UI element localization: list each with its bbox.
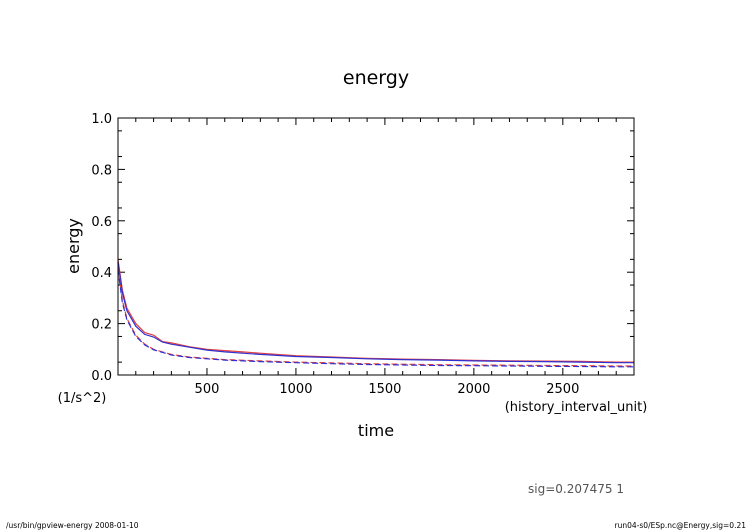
x-axis-unit: (history_interval_unit): [505, 400, 648, 415]
y-tick-label: 0.6: [91, 215, 112, 230]
x-tick-label: 2500: [546, 382, 579, 397]
plot-frame: [117, 117, 635, 376]
footer-left: /usr/bin/gpview-energy 2008-01-10: [6, 521, 139, 530]
y-axis-unit: (1/s^2): [58, 391, 107, 406]
footer-right: run04-s0/ESp.nc@Energy,sig=0.21: [615, 521, 747, 530]
y-tick-label: 0.8: [91, 163, 112, 178]
chart-title: energy: [343, 67, 409, 89]
x-tick-label: 2000: [457, 382, 490, 397]
series-group: [117, 259, 634, 368]
series-line-4: [117, 269, 634, 368]
y-tick-label: 0.2: [91, 318, 112, 333]
y-axis-label: energy: [64, 218, 83, 274]
series-line-2: [117, 261, 634, 364]
series-line-1: [117, 259, 634, 363]
y-tick-label: 0.4: [91, 266, 112, 281]
x-tick-label: 1500: [368, 382, 401, 397]
y-tick-label: 0.0: [91, 369, 112, 384]
x-tick-label: 1000: [279, 382, 312, 397]
series-line-3: [117, 267, 634, 367]
sig-annotation: sig=0.207475 1: [528, 482, 624, 496]
x-axis-label: time: [358, 421, 394, 440]
y-tick-label: 1.0: [91, 112, 112, 127]
x-tick-label: 500: [195, 382, 220, 397]
axis-ticks: 0.0 0.2 0.4 0.6 0.8 1.0 500 1000 1500 2000 2500: [91, 112, 634, 397]
